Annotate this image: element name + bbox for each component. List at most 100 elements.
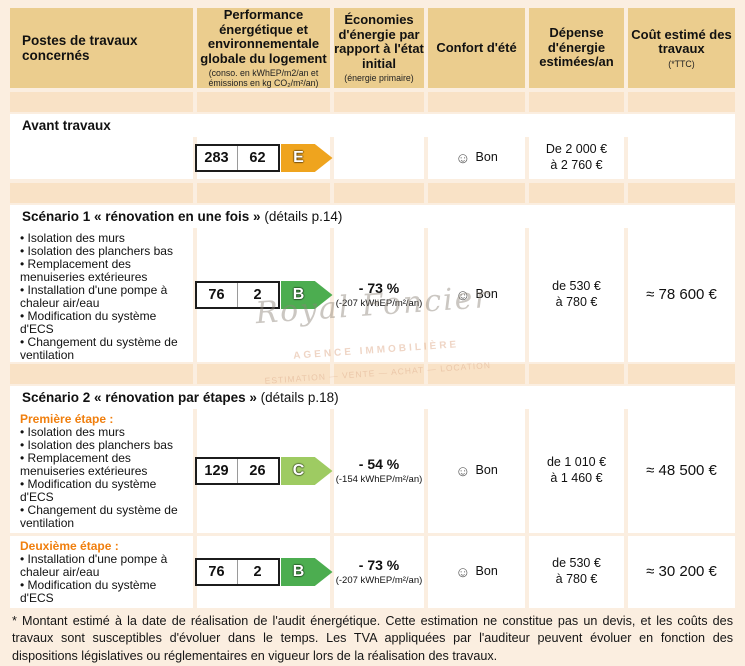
work-item: • Remplacement des menuiseries extérieur… bbox=[20, 451, 148, 478]
work-item: • Modification du système d'ECS bbox=[20, 578, 157, 605]
cost-cell: ≈ 30 200 € bbox=[628, 536, 735, 608]
comfort-cell: ☺ Bon bbox=[428, 536, 525, 608]
comfort-cell: ☺ Bon bbox=[428, 409, 525, 533]
works-cell bbox=[10, 137, 193, 179]
dpe-conso-value: 283 bbox=[204, 149, 229, 166]
dpe-values-box: 129 26 bbox=[194, 457, 280, 485]
dpe-badge: 76 2 B bbox=[194, 558, 333, 586]
dpe-badge: 76 2 B bbox=[194, 281, 333, 309]
savings-detail: (-154 kWhEP/m²/an) bbox=[335, 474, 423, 486]
expense-line: de 1 010 € bbox=[546, 455, 607, 470]
section-title-text: Avant travaux bbox=[22, 118, 111, 133]
expense-cell: de 1 010 € à 1 460 € bbox=[529, 409, 624, 533]
smiley-icon: ☺ bbox=[455, 149, 471, 167]
expense-line: à 2 760 € bbox=[550, 158, 603, 172]
etape-label: Première étape : bbox=[20, 412, 114, 426]
expense-line: à 780 € bbox=[555, 572, 598, 586]
comfort-cell: ☺ Bon bbox=[428, 137, 525, 179]
expense-line: à 1 460 € bbox=[550, 471, 603, 485]
savings-detail: (-207 kWhEP/m²/an) bbox=[335, 575, 423, 587]
scenario-2-etape-2-row: Deuxième étape : • Installation d'une po… bbox=[10, 536, 735, 608]
section-title-avant-travaux: Avant travaux bbox=[10, 114, 735, 137]
comfort-label: Bon bbox=[475, 150, 498, 165]
comfort-cell: ☺ Bon bbox=[428, 228, 525, 362]
comfort-label: Bon bbox=[475, 463, 498, 478]
works-cell: Première étape : • Isolation des murs • … bbox=[10, 409, 193, 533]
savings-cell: - 73 % (-207 kWhEP/m²/an) bbox=[334, 536, 424, 608]
header-label: Postes de travaux concernés bbox=[22, 33, 138, 64]
expense-line: de 530 € bbox=[552, 279, 601, 294]
savings-cell: - 54 % (-154 kWhEP/m²/an) bbox=[334, 409, 424, 533]
smiley-icon: ☺ bbox=[455, 563, 471, 581]
dpe-badge: 283 62 E bbox=[194, 144, 333, 172]
expense-line: à 780 € bbox=[555, 295, 598, 309]
work-item: • Isolation des murs bbox=[20, 425, 125, 439]
section-title-scenario-2: Scénario 2 « rénovation par étapes » (dé… bbox=[10, 386, 735, 409]
header-label: Coût estimé des travaux bbox=[631, 26, 732, 57]
dpe-class-arrow-icon: C bbox=[280, 457, 333, 485]
smiley-icon: ☺ bbox=[455, 286, 471, 304]
work-item: • Isolation des planchers bas bbox=[20, 244, 173, 258]
section-title-text: Scénario 1 « rénovation en une fois » bbox=[22, 209, 261, 224]
header-sub-label: (énergie primaire) bbox=[344, 73, 414, 84]
header-sub-label: (*TTC) bbox=[668, 58, 695, 69]
section-title-text: Scénario 2 « rénovation par étapes » bbox=[22, 390, 257, 405]
header-performance: Performance énergétique et environnement… bbox=[197, 7, 330, 89]
dpe-conso-value: 76 bbox=[208, 563, 225, 580]
works-cell: Deuxième étape : • Installation d'une po… bbox=[10, 536, 193, 608]
work-item: • Remplacement des menuiseries extérieur… bbox=[20, 257, 148, 284]
section-title-scenario-1: Scénario 1 « rénovation en une fois » (d… bbox=[10, 205, 735, 228]
work-item: • Changement du système de ventilation bbox=[20, 503, 178, 530]
dpe-values-box: 76 2 bbox=[194, 558, 280, 586]
header-label: Économies d'énergie par rapport à l'état… bbox=[334, 12, 424, 71]
dpe-conso-value: 129 bbox=[204, 462, 229, 479]
work-item: • Installation d'une pompe à chaleur air… bbox=[20, 283, 168, 310]
performance-cell: 76 2 B bbox=[194, 228, 333, 362]
spacer-row bbox=[10, 92, 735, 112]
header-economies: Économies d'énergie par rapport à l'état… bbox=[334, 8, 424, 89]
header-confort: Confort d'été bbox=[428, 8, 525, 89]
dpe-values-box: 283 62 bbox=[194, 144, 280, 172]
expense-cell: de 530 € à 780 € bbox=[529, 536, 624, 608]
work-item: • Isolation des murs bbox=[20, 231, 125, 245]
savings-cell bbox=[334, 137, 424, 179]
work-item: • Changement du système de ventilation bbox=[20, 335, 178, 362]
comfort-label: Bon bbox=[475, 564, 498, 579]
works-cell: • Isolation des murs • Isolation des pla… bbox=[10, 228, 193, 362]
cost-value: ≈ 78 600 € bbox=[646, 285, 717, 303]
savings-cell: - 73 % (-207 kWhEP/m²/an) bbox=[334, 228, 424, 362]
header-cout: Coût estimé des travaux (*TTC) bbox=[628, 8, 735, 89]
section-title-details: (détails p.18) bbox=[256, 390, 339, 405]
avant-travaux-row: 283 62 E ☺ Bon De 2 000 € à 2 760 € bbox=[10, 137, 735, 179]
dpe-emissions-value: 62 bbox=[236, 146, 278, 170]
dpe-class-arrow-icon: B bbox=[280, 558, 333, 586]
scenario-2-etape-1-row: Première étape : • Isolation des murs • … bbox=[10, 409, 735, 533]
header-depense: Dépense d'énergie estimées/an bbox=[529, 8, 624, 89]
smiley-icon: ☺ bbox=[455, 462, 471, 480]
dpe-emissions-value: 2 bbox=[236, 283, 278, 307]
header-label: Dépense d'énergie estimées/an bbox=[539, 25, 614, 70]
expense-cell: de 530 € à 780 € bbox=[529, 228, 624, 362]
work-item: • Modification du système d'ECS bbox=[20, 477, 157, 504]
footnote-cost-disclaimer: * Montant estimé à la date de réalisatio… bbox=[12, 614, 733, 663]
header-label: Confort d'été bbox=[436, 39, 517, 55]
dpe-values-box: 76 2 bbox=[194, 281, 280, 309]
header-postes-travaux: Postes de travaux concernés bbox=[10, 8, 193, 89]
spacer-row bbox=[10, 183, 735, 203]
header-label: Performance énergétique et environnement… bbox=[200, 7, 327, 66]
cost-value: ≈ 48 500 € bbox=[646, 461, 717, 479]
expense-line: de 530 € bbox=[552, 556, 601, 571]
performance-cell: 76 2 B bbox=[194, 536, 333, 608]
scenario-1-row: • Isolation des murs • Isolation des pla… bbox=[10, 228, 735, 362]
comfort-label: Bon bbox=[475, 287, 498, 302]
savings-percent: - 73 % bbox=[358, 279, 400, 296]
cost-value: ≈ 30 200 € bbox=[646, 562, 717, 580]
dpe-class-arrow-icon: E bbox=[280, 144, 333, 172]
spacer-row bbox=[10, 364, 735, 384]
savings-percent: - 54 % bbox=[358, 455, 400, 472]
cost-cell: ≈ 78 600 € bbox=[628, 228, 735, 362]
dpe-class-arrow-icon: B bbox=[280, 281, 333, 309]
savings-detail: (-207 kWhEP/m²/an) bbox=[335, 298, 423, 310]
expense-line: De 2 000 € bbox=[545, 142, 608, 157]
